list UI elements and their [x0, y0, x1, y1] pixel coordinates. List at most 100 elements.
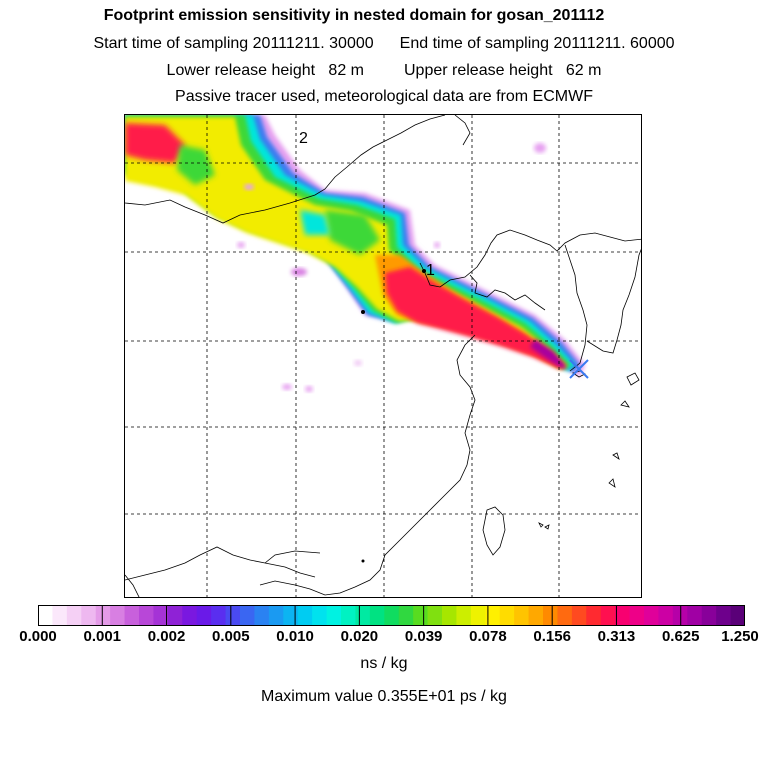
- sampling-end: End time of sampling 20111211. 60000: [399, 35, 675, 52]
- colorbar-swatch: [442, 605, 458, 626]
- tracer-note: Passive tracer used, meteorological data…: [175, 88, 593, 105]
- plume-mid-cyan: [300, 210, 330, 235]
- plume-patch: [434, 242, 440, 248]
- colorbar: [38, 605, 745, 626]
- colorbar-tick-label: 0.078: [469, 628, 507, 645]
- plume-patch: [305, 386, 313, 392]
- release-upper: Upper release height 62 m: [404, 62, 602, 79]
- plume-patch: [291, 268, 307, 276]
- colorbar-swatch: [716, 605, 732, 626]
- map-panel: 1 2: [124, 114, 642, 598]
- coastline: [264, 550, 321, 564]
- island-small: [538, 522, 544, 528]
- colorbar-swatch: [297, 605, 313, 626]
- colorbar-swatch: [124, 605, 140, 626]
- sampling-times: Start time of sampling 20111211. 30000 En…: [0, 34, 768, 54]
- border-line: [454, 115, 471, 146]
- colorbar-swatch: [658, 605, 674, 626]
- colorbar-swatch: [211, 605, 227, 626]
- colorbar-swatch: [268, 605, 284, 626]
- colorbar-swatch: [456, 605, 472, 626]
- plume-patch: [354, 360, 362, 366]
- plume-band-red: [385, 267, 565, 368]
- colorbar-swatch: [644, 605, 660, 626]
- colorbar-swatch: [254, 605, 270, 626]
- colorbar-swatch: [355, 605, 371, 626]
- colorbar-swatch: [629, 605, 645, 626]
- colorbar-swatch: [384, 605, 400, 626]
- markers: 1 2: [299, 130, 589, 563]
- colorbar-swatch: [326, 605, 342, 626]
- colorbar-swatch: [470, 605, 486, 626]
- x-marker-icon: [569, 359, 589, 379]
- colorbar-swatch: [543, 605, 559, 626]
- colorbar-tick-label: 1.250: [721, 628, 759, 645]
- colorbar-tick-label: 0.020: [340, 628, 379, 645]
- coastline: [564, 244, 588, 372]
- colorbar-swatch: [514, 605, 530, 626]
- colorbar-swatch: [153, 605, 169, 626]
- colorbar-swatch: [398, 605, 414, 626]
- colorbar-swatch: [586, 605, 602, 626]
- colorbar-units: ns / kg: [360, 655, 408, 672]
- release-heights: Lower release height 82 m Upper release h…: [0, 61, 768, 81]
- island-japan: [612, 452, 620, 460]
- colorbar-swatch: [38, 605, 54, 626]
- colorbar-tick-label: 0.002: [147, 628, 186, 645]
- colorbar-tick-label: 0.039: [404, 628, 443, 645]
- map-label-2: 2: [299, 130, 308, 147]
- plume-mid-green: [325, 210, 380, 255]
- plume-north-red: [125, 123, 185, 163]
- colorbar-swatch: [95, 605, 111, 626]
- colorbar-swatch: [139, 605, 155, 626]
- colorbar-swatch: [182, 605, 198, 626]
- colorbar-swatch: [485, 605, 501, 626]
- location-dot: [361, 310, 365, 314]
- colorbar-tick-label: 0.625: [661, 628, 700, 645]
- location-dot: [361, 559, 365, 563]
- plume-patch: [244, 184, 254, 190]
- colorbar-swatch: [427, 605, 443, 626]
- island-japan: [608, 478, 616, 488]
- emission-plume: [125, 115, 585, 392]
- sampling-start: Start time of sampling 20111211. 30000: [93, 35, 374, 52]
- colorbar-swatch: [413, 605, 429, 626]
- colorbar-swatch: [52, 605, 68, 626]
- colorbar-tick-label: 0.010: [276, 628, 314, 645]
- colorbar-swatch: [81, 605, 97, 626]
- colorbar-swatch: [499, 605, 515, 626]
- plume-patch: [534, 143, 546, 153]
- colorbar-swatch: [687, 605, 703, 626]
- coastline: [419, 229, 641, 288]
- colorbar-swatch: [701, 605, 717, 626]
- border-line: [125, 574, 140, 597]
- colorbar-tick-label: 0.000: [19, 628, 57, 645]
- footprint-map: 1 2: [125, 115, 641, 597]
- colorbar-tick-label: 0.001: [83, 628, 122, 645]
- colorbar-swatch: [312, 605, 328, 626]
- plume-north-green: [177, 145, 215, 185]
- plume-core-purple: [530, 339, 567, 369]
- colorbar-border: [38, 605, 745, 626]
- colorbar-swatch: [557, 605, 573, 626]
- border-line: [125, 115, 446, 224]
- max-value: Maximum value 0.355E+01 ps / kg: [261, 688, 507, 705]
- colorbar-swatch: [600, 605, 616, 626]
- plume-patch: [237, 242, 245, 248]
- colorbar-swatch: [369, 605, 385, 626]
- island-small: [544, 524, 550, 530]
- map-gridlines: [125, 115, 641, 597]
- island-taiwan: [482, 506, 506, 556]
- coastline: [259, 334, 476, 596]
- colorbar-tick-label: 0.156: [533, 628, 571, 645]
- colorbar-tick-label: 0.313: [597, 628, 636, 645]
- colorbar-swatch: [341, 605, 357, 626]
- map-label-1: 1: [426, 262, 435, 279]
- map-title: Footprint emission sensitivity in nested…: [103, 7, 605, 24]
- colorbar-swatch: [283, 605, 299, 626]
- coastline: [469, 274, 546, 311]
- island-japan: [626, 372, 640, 386]
- colorbar-swatch: [66, 605, 82, 626]
- island-japan: [620, 400, 630, 408]
- colorbar-tick-label: 0.005: [212, 628, 250, 645]
